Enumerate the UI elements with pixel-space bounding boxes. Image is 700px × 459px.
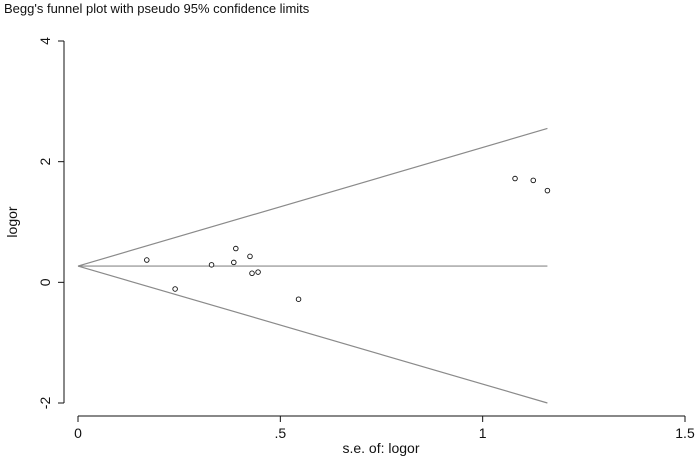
upper-confidence-limit-line <box>77 127 548 267</box>
chart-title: Begg's funnel plot with pseudo 95% confi… <box>4 1 310 16</box>
data-point <box>530 177 537 184</box>
data-point <box>247 253 253 260</box>
x-tick-label: 0 <box>74 425 82 441</box>
x-tick-label: 1.5 <box>675 425 695 441</box>
data-point <box>249 270 255 277</box>
x-axis-ticks: 0 .5 1 1.5 <box>74 416 695 441</box>
data-point <box>544 187 551 194</box>
x-tick-label: .5 <box>274 425 286 441</box>
data-point <box>512 175 518 182</box>
lower-confidence-limit-line <box>77 265 548 404</box>
data-point <box>295 296 302 302</box>
data-point <box>231 259 237 266</box>
data-point <box>208 262 215 268</box>
x-axis-title: s.e. of: logor <box>342 440 419 456</box>
data-point <box>144 257 150 263</box>
y-tick-label: 4 <box>37 37 53 45</box>
y-axis-title: logor <box>4 206 20 237</box>
x-tick-label: 1 <box>479 425 487 441</box>
plot-area <box>77 127 551 404</box>
data-point <box>233 245 239 252</box>
y-tick-label: 0 <box>37 278 53 286</box>
y-tick-label: 2 <box>37 158 53 166</box>
data-point <box>172 286 178 292</box>
y-axis-ticks: -2 0 2 4 <box>37 37 64 409</box>
data-point <box>255 269 261 275</box>
y-tick-label: -2 <box>37 397 53 410</box>
